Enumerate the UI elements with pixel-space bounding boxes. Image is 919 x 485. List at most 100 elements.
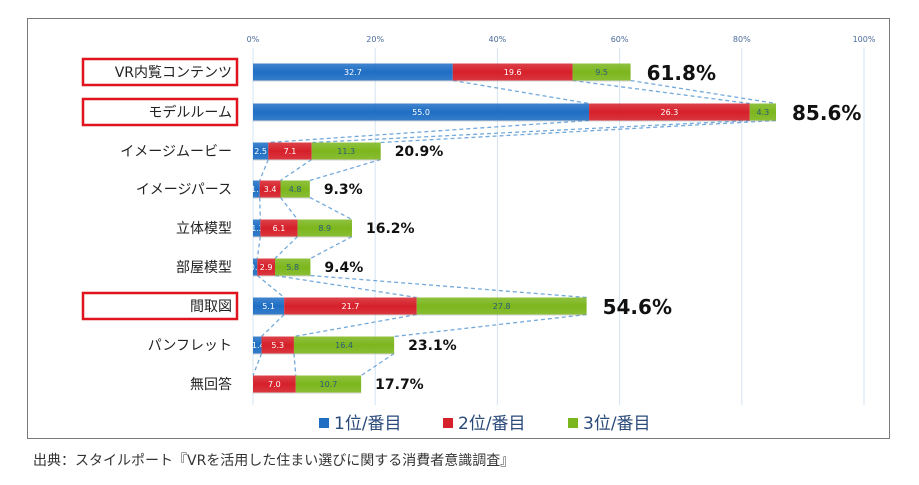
segment-value: 5.8 bbox=[286, 263, 299, 272]
x-tick-label: 60% bbox=[611, 35, 629, 44]
segment-value: 6.1 bbox=[273, 224, 286, 233]
bar-segment bbox=[253, 375, 296, 393]
total-label: 17.7% bbox=[375, 377, 424, 393]
segment-value: 32.7 bbox=[344, 68, 362, 77]
total-label: 9.4% bbox=[324, 260, 363, 276]
category-label: イメージパース bbox=[136, 182, 232, 198]
segment-value: 26.3 bbox=[660, 108, 678, 117]
bar-segment bbox=[416, 297, 587, 315]
legend-swatch-icon bbox=[443, 418, 453, 428]
segment-value: 1.4 bbox=[252, 341, 265, 350]
total-label: 61.8% bbox=[647, 61, 716, 85]
total-label: 9.3% bbox=[324, 182, 363, 198]
highlight-box bbox=[81, 57, 239, 87]
segment-value: 1.1 bbox=[251, 185, 264, 194]
category-label: 立体模型 bbox=[176, 221, 232, 237]
segment-value: 2.9 bbox=[260, 263, 273, 272]
x-tick-label: 40% bbox=[489, 35, 507, 44]
segment-value: 5.1 bbox=[262, 302, 275, 311]
bar-segment bbox=[253, 103, 590, 121]
bar-segment bbox=[253, 63, 453, 81]
total-label: 54.6% bbox=[603, 295, 672, 319]
bar-segment bbox=[259, 180, 281, 198]
bar-row: 2.5 7.1 11.3 20.9% bbox=[253, 142, 444, 161]
source-caption: 出典：スタイルポート『VRを活用した住まい選びに関する消費者意識調査』 bbox=[33, 453, 515, 469]
segment-value: 16.4 bbox=[335, 341, 353, 350]
chart-frame bbox=[27, 18, 890, 439]
legend-label: 1位/番目 bbox=[334, 414, 402, 434]
legend-swatch-icon bbox=[319, 418, 329, 428]
category-label: パンフレット bbox=[148, 338, 232, 354]
segment-value: 0.7 bbox=[250, 263, 263, 272]
bar-segment bbox=[452, 63, 573, 81]
bar-segment bbox=[297, 219, 352, 237]
total-label: 16.2% bbox=[366, 221, 415, 237]
segment-value: 4.8 bbox=[289, 185, 302, 194]
segment-value: 7.0 bbox=[268, 380, 281, 389]
segment-value: 21.7 bbox=[342, 302, 360, 311]
bar-segment bbox=[253, 180, 260, 198]
segment-value: 9.5 bbox=[595, 68, 608, 77]
segment-value: 2.5 bbox=[254, 147, 267, 156]
bar-segment bbox=[253, 297, 285, 315]
bar-row: 1.4 5.3 16.4 23.1% bbox=[252, 336, 457, 355]
bar-segment bbox=[260, 219, 298, 237]
bar-segment bbox=[293, 336, 395, 354]
bar-row: 1.1 3.4 4.8 9.3% bbox=[251, 180, 363, 199]
legend-swatch-icon bbox=[568, 418, 578, 428]
bar-row: 1.2 6.1 8.9 16.2% bbox=[251, 219, 415, 238]
bar-segment bbox=[274, 258, 311, 276]
segment-value: 7.1 bbox=[284, 147, 297, 156]
bar-row: 32.7 19.6 9.5 61.8% bbox=[253, 61, 716, 85]
bar-segment bbox=[284, 297, 417, 315]
bar-segment bbox=[253, 336, 262, 354]
legend-item: 3位/番目 bbox=[568, 414, 651, 434]
bar-row: 0.07.010.717.7% bbox=[249, 375, 424, 394]
segment-value: 1.2 bbox=[251, 224, 264, 233]
segment-value: 5.3 bbox=[271, 341, 284, 350]
category-label: VR内覧コンテンツ bbox=[115, 64, 232, 81]
segment-value: 10.7 bbox=[320, 380, 338, 389]
segment-value: 8.9 bbox=[318, 224, 331, 233]
total-label: 20.9% bbox=[395, 144, 444, 160]
segment-value: 55.0 bbox=[412, 108, 430, 117]
bar-segment bbox=[253, 258, 258, 276]
segment-value: 19.6 bbox=[504, 68, 522, 77]
bar-segment bbox=[295, 375, 362, 393]
bar-segment bbox=[261, 336, 294, 354]
bar-row: 5.1 21.7 27.8 54.6% bbox=[253, 295, 672, 319]
legend: 1位/番目 2位/番目 3位/番目 bbox=[319, 414, 651, 434]
legend-item: 1位/番目 bbox=[319, 414, 402, 434]
category-label: 部屋模型 bbox=[176, 260, 232, 276]
bar-segment bbox=[311, 142, 381, 160]
category-label: 無回答 bbox=[190, 376, 232, 393]
legend-label: 3位/番目 bbox=[583, 414, 651, 434]
bar-segment bbox=[257, 258, 275, 276]
bar-segment bbox=[268, 142, 312, 160]
bar-segment bbox=[589, 103, 750, 121]
connector-lines bbox=[252, 79, 777, 377]
category-label: モデルルーム bbox=[148, 104, 232, 121]
bar-segment bbox=[253, 142, 269, 160]
x-tick-label: 80% bbox=[733, 35, 751, 44]
total-label: 23.1% bbox=[408, 338, 457, 354]
x-tick-label: 0% bbox=[247, 35, 260, 44]
bar-segment bbox=[253, 219, 261, 237]
bar-row: 55.0 26.3 4.3 85.6% bbox=[253, 101, 861, 125]
highlight-box bbox=[81, 97, 239, 127]
total-label: 85.6% bbox=[792, 101, 861, 125]
legend-label: 2位/番目 bbox=[458, 414, 526, 434]
bar-segment bbox=[749, 103, 777, 121]
segment-value: 4.3 bbox=[757, 108, 770, 117]
legend-item: 2位/番目 bbox=[443, 414, 526, 434]
bar-segment bbox=[572, 63, 631, 81]
segment-value: 27.8 bbox=[493, 302, 511, 311]
highlight-box bbox=[81, 291, 239, 321]
bar-row: 0.72.9 5.8 9.4% bbox=[250, 258, 363, 277]
category-label: イメージムービー bbox=[120, 144, 232, 160]
segment-value: 3.4 bbox=[264, 185, 277, 194]
segment-value: 11.3 bbox=[337, 147, 355, 156]
x-tick-label: 100% bbox=[853, 35, 876, 44]
x-tick-label: 20% bbox=[366, 35, 384, 44]
